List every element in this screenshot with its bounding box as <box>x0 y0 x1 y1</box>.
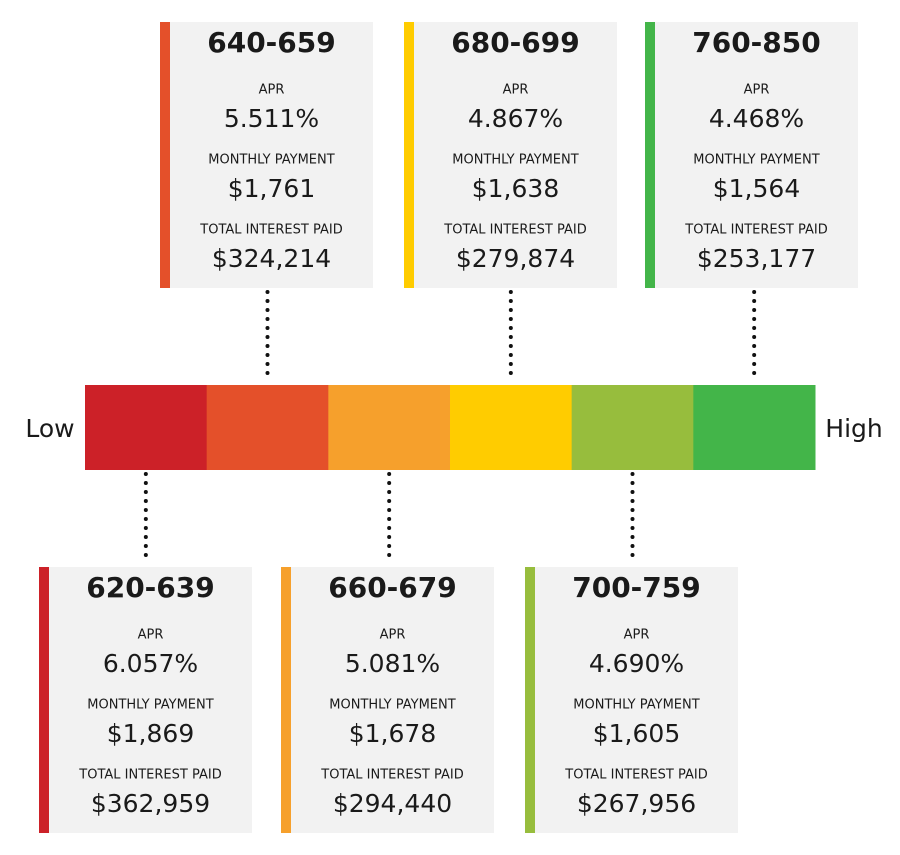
apr-label: APR <box>503 83 529 98</box>
card <box>281 567 494 833</box>
range: 640-659 <box>207 26 336 59</box>
card-stripe <box>160 22 170 288</box>
interest-label: TOTAL INTEREST PAID <box>320 768 463 783</box>
card-stripe <box>281 567 291 833</box>
card-stripe <box>645 22 655 288</box>
card-stripe <box>404 22 414 288</box>
apr-label: APR <box>259 83 285 98</box>
apr-value: 5.081% <box>345 649 440 678</box>
interest-value: $267,956 <box>577 789 696 818</box>
scale-segment <box>450 385 573 470</box>
card <box>525 567 738 833</box>
range: 760-850 <box>692 26 821 59</box>
payment-value: $1,761 <box>228 174 315 203</box>
range: 620-639 <box>86 571 215 604</box>
interest-label: TOTAL INTEREST PAID <box>78 768 221 783</box>
payment-value: $1,638 <box>472 174 559 203</box>
interest-value: $294,440 <box>333 789 452 818</box>
payment-label: MONTHLY PAYMENT <box>208 153 334 168</box>
payment-label: MONTHLY PAYMENT <box>329 698 455 713</box>
payment-label: MONTHLY PAYMENT <box>693 153 819 168</box>
apr-value: 4.867% <box>468 104 563 133</box>
range: 660-679 <box>328 571 457 604</box>
card <box>160 22 373 288</box>
card <box>645 22 858 288</box>
apr-label: APR <box>138 628 164 643</box>
apr-label: APR <box>380 628 406 643</box>
interest-value: $253,177 <box>697 244 816 273</box>
low-label: Low <box>25 414 74 443</box>
card <box>39 567 252 833</box>
scale-segment <box>328 385 451 470</box>
payment-value: $1,869 <box>107 719 194 748</box>
apr-value: 6.057% <box>103 649 198 678</box>
card-stripe <box>525 567 535 833</box>
interest-value: $279,874 <box>456 244 575 273</box>
apr-label: APR <box>624 628 650 643</box>
apr-value: 5.511% <box>224 104 319 133</box>
apr-label: APR <box>744 83 770 98</box>
interest-label: TOTAL INTEREST PAID <box>564 768 707 783</box>
payment-value: $1,605 <box>593 719 680 748</box>
card <box>404 22 617 288</box>
range: 680-699 <box>451 26 580 59</box>
payment-label: MONTHLY PAYMENT <box>87 698 213 713</box>
scale-segment <box>206 385 329 470</box>
payment-value: $1,564 <box>713 174 800 203</box>
scale-segment <box>571 385 694 470</box>
apr-value: 4.690% <box>589 649 684 678</box>
interest-label: TOTAL INTEREST PAID <box>199 223 342 238</box>
scale-segment <box>693 385 816 470</box>
payment-value: $1,678 <box>349 719 436 748</box>
interest-value: $362,959 <box>91 789 210 818</box>
apr-value: 4.468% <box>709 104 804 133</box>
range: 700-759 <box>572 571 701 604</box>
card-stripe <box>39 567 49 833</box>
payment-label: MONTHLY PAYMENT <box>452 153 578 168</box>
scale-segment <box>85 385 208 470</box>
interest-value: $324,214 <box>212 244 331 273</box>
payment-label: MONTHLY PAYMENT <box>573 698 699 713</box>
interest-label: TOTAL INTEREST PAID <box>684 223 827 238</box>
high-label: High <box>825 414 882 443</box>
interest-label: TOTAL INTEREST PAID <box>443 223 586 238</box>
